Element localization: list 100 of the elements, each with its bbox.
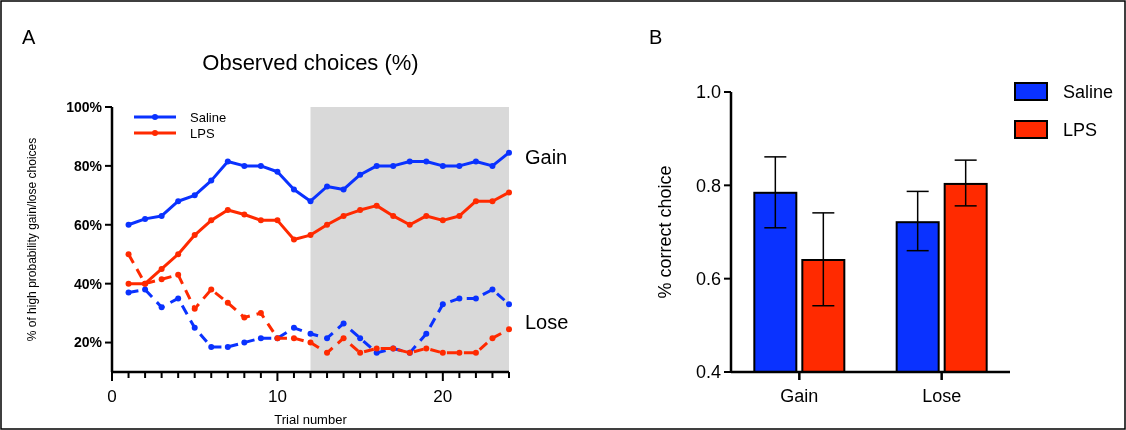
point: [423, 212, 430, 219]
point: [125, 221, 132, 228]
point: [191, 232, 198, 239]
point: [423, 345, 430, 352]
point: [324, 221, 331, 228]
point: [208, 177, 215, 184]
point: [439, 301, 446, 308]
point: [489, 335, 496, 342]
chart-title: Observed choices (%): [202, 50, 419, 75]
point: [241, 314, 248, 321]
point: [324, 183, 331, 190]
point: [274, 217, 281, 224]
point: [357, 349, 364, 356]
point: [224, 158, 231, 165]
point: [489, 198, 496, 205]
point: [175, 271, 182, 278]
point: [175, 295, 182, 302]
point: [439, 162, 446, 169]
point: [340, 186, 347, 193]
point: [191, 324, 198, 331]
point: [390, 162, 397, 169]
point: [456, 212, 463, 219]
point: [357, 171, 364, 178]
y-tick-label: 0.4: [695, 362, 721, 383]
point: [357, 335, 364, 342]
x-tick-label: 20: [433, 387, 453, 406]
point: [208, 286, 215, 293]
y-tick-label: 0.8: [695, 175, 721, 196]
point: [506, 189, 512, 196]
point: [224, 343, 231, 350]
point: [324, 349, 331, 356]
y-axis-title: % correct choice: [655, 165, 675, 299]
point: [439, 349, 446, 356]
point: [456, 295, 463, 302]
point: [472, 295, 479, 302]
x-tick-label: Lose: [922, 386, 962, 406]
point: [307, 232, 314, 239]
point: [241, 162, 248, 169]
legend-label: LPS: [190, 125, 215, 141]
x-tick-label: 10: [267, 387, 287, 406]
point: [357, 207, 364, 214]
point: [423, 158, 430, 165]
annotation: Lose: [525, 310, 569, 333]
point: [125, 289, 132, 296]
point: [290, 335, 297, 342]
point: [373, 162, 380, 169]
point: [406, 221, 413, 228]
point: [125, 251, 132, 258]
point: [439, 217, 446, 224]
text: A: [22, 26, 36, 48]
point: [489, 162, 496, 169]
point: [373, 345, 380, 352]
point: [175, 251, 182, 258]
point: [158, 276, 165, 283]
point: [307, 339, 314, 346]
y-tick-label: 60%: [73, 216, 103, 233]
point: [340, 320, 347, 327]
annotation: Gain: [525, 146, 568, 169]
point: [472, 158, 479, 165]
point: [340, 212, 347, 219]
point: [290, 186, 297, 193]
point: [208, 343, 215, 350]
y-tick-label: 0.6: [695, 268, 721, 289]
point: [373, 202, 380, 209]
point: [472, 198, 479, 205]
point: [257, 310, 264, 317]
point: [142, 286, 149, 293]
point: [390, 212, 397, 219]
point: [290, 324, 297, 331]
point: [307, 198, 314, 205]
point: [506, 149, 512, 156]
point: [241, 211, 248, 218]
point: [290, 236, 297, 243]
point: [324, 335, 331, 342]
y-tick-label: 40%: [73, 275, 103, 292]
legend-label: LPS: [1063, 120, 1098, 141]
point: [257, 217, 264, 224]
point: [506, 326, 512, 333]
legend-label: Saline: [1063, 82, 1114, 103]
y-tick-label: 1.0: [695, 82, 721, 103]
point: [125, 280, 132, 287]
point: [175, 198, 182, 205]
point: [472, 349, 479, 356]
point: [506, 301, 512, 308]
x-axis-title: Trial number: [274, 412, 348, 427]
point: [142, 215, 149, 222]
x-tick-label: Gain: [780, 386, 819, 406]
y-axis-title: % of high probability gain/lose choices: [25, 137, 39, 342]
y-tick-label: 20%: [73, 334, 103, 351]
point: [307, 330, 314, 337]
point: [191, 192, 198, 199]
point: [158, 212, 165, 219]
point: [158, 304, 165, 311]
point: [224, 207, 231, 214]
text: B: [649, 26, 663, 48]
point: [224, 299, 231, 306]
point: [191, 305, 198, 312]
point: [340, 335, 347, 342]
point: [456, 162, 463, 169]
point: [406, 158, 413, 165]
